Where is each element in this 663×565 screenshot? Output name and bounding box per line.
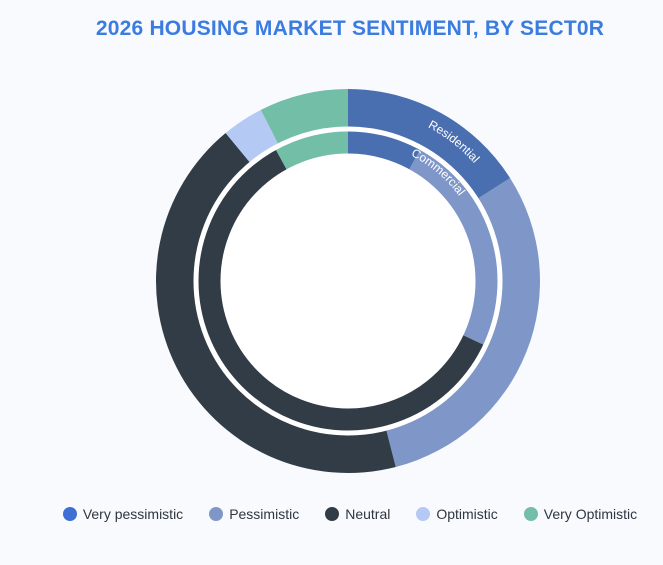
legend-item-optimistic[interactable]: Optimistic: [416, 506, 498, 522]
legend-item-very-optimistic[interactable]: Very Optimistic: [523, 506, 638, 522]
legend-label-neutral: Neutral: [345, 506, 391, 522]
legend: Very pessimistic Pessimistic Neutral Opt…: [0, 506, 663, 522]
legend-swatch-optimistic: [416, 507, 431, 521]
slice-commercial-very-optimistic[interactable]: [275, 131, 348, 171]
slice-residential-very-pessimistic[interactable]: [348, 89, 511, 203]
slice-commercial-very-pessimistic[interactable]: [348, 131, 421, 171]
slice-residential-pessimistic[interactable]: [384, 178, 540, 467]
legend-swatch-pessimistic: [209, 507, 224, 521]
legend-label-very-pessimistic: Very pessimistic: [82, 506, 184, 522]
donut-chart: Residential Commercial: [156, 89, 540, 473]
inner-ring-edge: [220, 153, 476, 409]
slice-residential-neutral[interactable]: [156, 133, 396, 473]
ring-gap: [193, 126, 503, 436]
legend-label-optimistic: Optimistic: [436, 506, 498, 522]
legend-item-very-pessimistic[interactable]: Very pessimistic: [62, 506, 184, 522]
legend-swatch-very-pessimistic: [62, 507, 77, 521]
legend-item-neutral[interactable]: Neutral: [325, 506, 390, 522]
legend-swatch-very-optimistic: [523, 507, 538, 521]
slice-commercial-pessimistic[interactable]: [408, 149, 498, 345]
donut-hole: [223, 156, 473, 406]
legend-label-pessimistic: Pessimistic: [229, 506, 300, 522]
legend-item-pessimistic[interactable]: Pessimistic: [209, 506, 299, 522]
legend-label-very-optimistic: Very Optimistic: [543, 506, 638, 522]
legend-swatch-neutral: [325, 507, 340, 521]
chart-title: 2026 HOUSING MARKET SENTIMENT, BY SECT0R: [95, 17, 605, 40]
